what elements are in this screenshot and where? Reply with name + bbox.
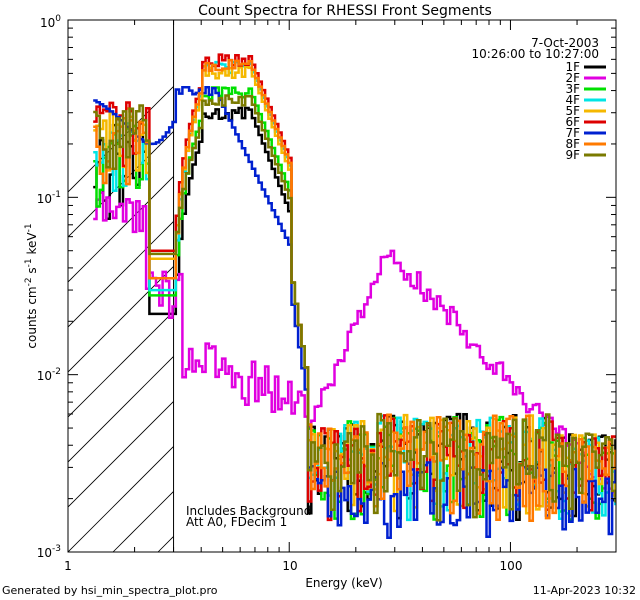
legend-label: 6F xyxy=(565,115,580,129)
legend-entry-3f: 3F xyxy=(565,82,606,96)
legend-entry-9f: 9F xyxy=(565,148,606,162)
legend-entry-6f: 6F xyxy=(565,115,606,129)
legend-date: 7-Oct-2003 xyxy=(531,36,599,50)
legend-label: 9F xyxy=(565,148,580,162)
x-tick-label-1: 10 xyxy=(282,559,297,573)
annotation-attenuator: Att A0, FDecim 1 xyxy=(186,515,287,529)
series-lines xyxy=(93,53,616,540)
y-tick-label-1: 10-2 xyxy=(37,367,61,383)
y-axis-label: counts cm-2 s-1 keV-1 xyxy=(24,223,39,348)
hatch-line xyxy=(68,265,174,373)
hatch-lines xyxy=(68,85,174,552)
footer-timestamp: 11-Apr-2023 10:32 xyxy=(533,584,636,597)
legend-label: 2F xyxy=(565,71,580,85)
series-line-8f xyxy=(93,58,616,522)
y-tick-label-2: 10-1 xyxy=(37,190,61,206)
series-line-9f xyxy=(93,94,616,522)
y-tick-label-0: 10-3 xyxy=(37,544,61,560)
legend-entry-1f: 1F xyxy=(565,60,606,74)
legend-label: 1F xyxy=(565,60,580,74)
legend-entry-8f: 8F xyxy=(565,137,606,151)
axis-ticks xyxy=(67,20,617,553)
hatch-line xyxy=(68,220,174,328)
plot-frame xyxy=(67,19,617,553)
y-tick-label-3: 100 xyxy=(40,14,61,30)
x-axis-label: Energy (keV) xyxy=(305,576,382,590)
legend-entry-7f: 7F xyxy=(565,126,606,140)
series-line-6f xyxy=(93,53,616,522)
hatch-line xyxy=(68,445,174,552)
legend-label: 3F xyxy=(565,82,580,96)
legend-entry-5f: 5F xyxy=(565,104,606,118)
footer-generated-by: Generated by hsi_min_spectra_plot.pro xyxy=(2,584,218,597)
x-tick-label-0: 1 xyxy=(64,559,72,573)
hatch-line xyxy=(68,175,174,283)
legend-label: 4F xyxy=(565,93,580,107)
annotation-background: Includes Background xyxy=(186,504,311,518)
chart-title: Count Spectra for RHESSI Front Segments xyxy=(198,3,492,19)
legend-label: 7F xyxy=(565,126,580,140)
legend-entry-2f: 2F xyxy=(565,71,606,85)
hatch-line xyxy=(68,85,174,193)
legend-entry-4f: 4F xyxy=(565,93,606,107)
attenuator-hatch-region xyxy=(68,20,175,552)
legend-time-range: 10:26:00 to 10:27:00 xyxy=(472,47,599,61)
hatch-line xyxy=(68,400,174,508)
x-tick-label-2: 100 xyxy=(500,559,523,573)
series-line-2f xyxy=(93,191,616,505)
legend-label: 8F xyxy=(565,137,580,151)
legend-label: 5F xyxy=(565,104,580,118)
